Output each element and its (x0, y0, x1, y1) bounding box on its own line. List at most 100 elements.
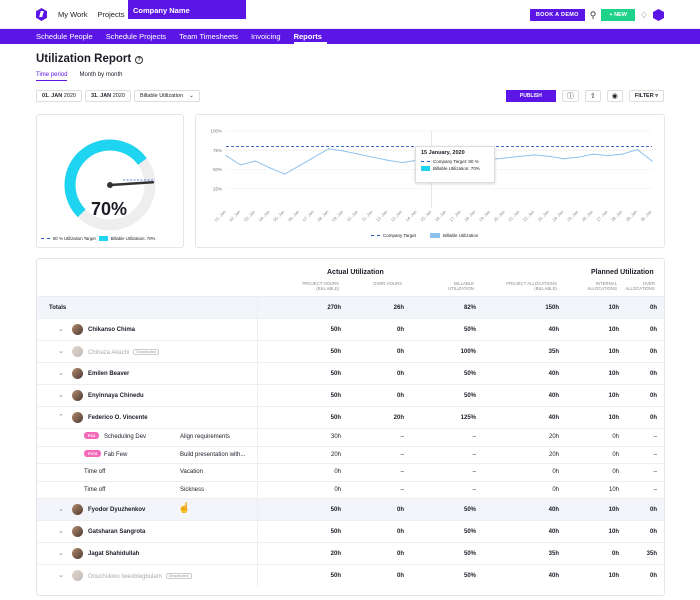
nav-my-work[interactable]: My Work (58, 10, 88, 19)
person-name[interactable]: Gatsharan Sangrota (88, 529, 146, 535)
table-cell: – (653, 451, 657, 458)
table-cell: 50h (330, 327, 341, 333)
tab-time-period[interactable]: Time period (36, 72, 68, 81)
column-header[interactable]: PROJECT ALLOCATIONS (BILLABLE) (506, 281, 557, 291)
avatar (72, 390, 83, 401)
column-header[interactable]: INTERNAL ALLOCATIONS (587, 281, 617, 291)
table-row[interactable]: ⌄ Onuchukwu Iweobiegbulam Deactivated 50h 0h… (37, 564, 664, 586)
subnav-team-timesheets[interactable]: Team Timesheets (179, 32, 238, 41)
subnav-schedule-projects[interactable]: Schedule Projects (105, 32, 167, 41)
person-name[interactable]: Chinaza Akachi Deactivated (88, 349, 160, 356)
chevron-down-icon[interactable]: ⌄ (58, 572, 64, 579)
y-tick-label: 25% (213, 186, 222, 191)
person-name[interactable]: Chikanso Chima (88, 327, 136, 333)
table-cell: 0h (396, 327, 404, 333)
metric-select[interactable]: Billable Utilization ⌄ (133, 90, 200, 102)
table-cell: 50% (463, 507, 476, 513)
table-cell: 50h (330, 507, 341, 513)
table-cell: 10h (608, 305, 619, 311)
table-row[interactable]: ⌄ Emilen Beaver 50h 0h 50% 40h 10h 0h (37, 362, 664, 384)
nav-company-name[interactable]: Company Name (128, 0, 246, 19)
table-row[interactable]: ⌄ Enyinnaya Chinedu 50h 0h 50% 40h 10h 0h (37, 384, 664, 406)
table-cell: 270h (327, 305, 341, 311)
table-cell: 0h (649, 507, 657, 513)
x-tick-label: 23. Jan (537, 209, 551, 223)
publish-button[interactable]: PUBLISH (505, 90, 556, 102)
table-cell: 0h (649, 305, 657, 311)
avatar (72, 368, 83, 379)
table-cell: 0h (552, 469, 559, 475)
person-name[interactable]: Jagat Shahidullah (88, 551, 140, 557)
chevron-down-icon[interactable]: ⌄ (58, 370, 64, 377)
billable-swatch (98, 236, 108, 241)
data-point (622, 153, 624, 155)
date-to-field[interactable]: 31. JAN 2020 (84, 90, 131, 102)
column-header[interactable]: PROJECT HOURS (BILLABLE) (302, 281, 339, 291)
tab-month-by-month[interactable]: Month by month (79, 72, 123, 78)
subnav-reports[interactable]: Reports (293, 29, 327, 44)
date-from-field[interactable]: 01. JAN 2020 (36, 90, 82, 102)
legend-target-swatch (371, 235, 380, 236)
help-circle-icon[interactable]: ⓘ (561, 90, 579, 102)
app-logo[interactable] (36, 8, 47, 21)
data-point (372, 156, 374, 158)
person-name[interactable]: Emilen Beaver (88, 371, 130, 377)
new-button[interactable]: + NEW (601, 9, 635, 21)
chevron-up-icon[interactable]: ⌃ (58, 414, 64, 421)
x-tick-label: 02. Jan (228, 209, 242, 223)
chevron-down-icon[interactable]: ⌄ (58, 348, 64, 355)
table-cell: 20h (393, 415, 404, 421)
subnav-invoicing[interactable]: Invoicing (250, 32, 281, 41)
share-icon[interactable]: ⇧ (584, 90, 601, 102)
table-cell: 50h (330, 393, 341, 399)
table-row[interactable]: ⌄ Gatsharan Sangrota 50h 0h 50% 40h 10h 0h (37, 520, 664, 542)
person-name[interactable]: Federico O. Vincente (88, 415, 148, 421)
chevron-down-icon[interactable]: ⌄ (58, 550, 64, 557)
task-name: Build presentation with... (180, 451, 246, 458)
subnav-schedule-people[interactable]: Schedule People (36, 32, 93, 41)
avatar (72, 324, 83, 335)
help-icon[interactable]: ? (135, 56, 144, 64)
data-point (607, 155, 609, 157)
sub-nav: Schedule People Schedule Projects Team T… (0, 29, 700, 44)
eye-icon[interactable]: ◉ (606, 90, 623, 102)
project-name[interactable]: Scheduling Dev (104, 434, 147, 440)
table-row[interactable]: ⌄ Fyodor Dyuzhenkov ☝ 50h 0h 50% 40h 10h 0h (37, 498, 664, 520)
person-name[interactable]: Fyodor Dyuzhenkov (88, 507, 146, 513)
table-row[interactable]: ⌄ Jagat Shahidullah 20h 0h 50% 35h 0h 35h (37, 542, 664, 564)
chevron-down-icon[interactable]: ⌄ (58, 326, 64, 333)
project-name[interactable]: Fab Few (104, 451, 128, 458)
gauge-legend: 80 % Utilization Target Billable Utiliza… (41, 236, 155, 241)
avatar (72, 526, 83, 537)
nav-projects[interactable]: Projects (97, 10, 125, 19)
person-name[interactable]: Onuchukwu Iweobiegbulam Deactivated (88, 573, 192, 580)
filter-button[interactable]: FILTER ▿ (628, 90, 664, 102)
bell-icon[interactable]: ♢ (639, 10, 648, 20)
search-icon[interactable]: ⚲ (589, 10, 597, 20)
table-cell: 40h (548, 507, 559, 513)
column-header[interactable]: BILLABLE UTILIZATION (448, 281, 474, 291)
person-name[interactable]: Enyinnaya Chinedu (88, 393, 144, 399)
column-header[interactable]: OVER HOURS (373, 281, 402, 286)
data-point (519, 155, 521, 158)
x-tick-label: 06. Jan (287, 209, 301, 223)
group-planned-header: Planned Utilization (591, 269, 654, 276)
x-tick-label: 01. Jan (213, 209, 227, 223)
table-row[interactable]: ⌃ Federico O. Vincente 50h 20h 125% 40h 10h 0h (37, 406, 664, 428)
x-tick-label: 19. Jan (478, 209, 492, 223)
x-tick-label: 03. Jan (243, 209, 257, 223)
chevron-down-icon[interactable]: ⌄ (58, 392, 64, 399)
chevron-down-icon[interactable]: ⌄ (58, 506, 64, 513)
table-row[interactable]: ⌄ Chinaza Akachi Deactivated 50h 0h 100% 35h 10… (37, 340, 664, 362)
gauge-percent: 70% (91, 199, 128, 219)
book-demo-button[interactable]: BOOK A DEMO (529, 9, 585, 21)
column-header[interactable]: OVER ALLOCATIONS (625, 281, 655, 291)
chevron-down-icon[interactable]: ⌄ (58, 528, 64, 535)
table-row[interactable]: ⌄ Chikanso Chima 50h 0h 50% 40h 10h 0h (37, 318, 664, 340)
x-tick-label: 15. Jan (419, 209, 433, 223)
x-tick-label: 29. Jan (625, 209, 639, 223)
x-tick-label: 14. Jan (404, 209, 418, 223)
user-avatar[interactable] (653, 9, 664, 21)
table-cell: 0h (612, 434, 619, 440)
table-cell: 0h (649, 529, 657, 535)
